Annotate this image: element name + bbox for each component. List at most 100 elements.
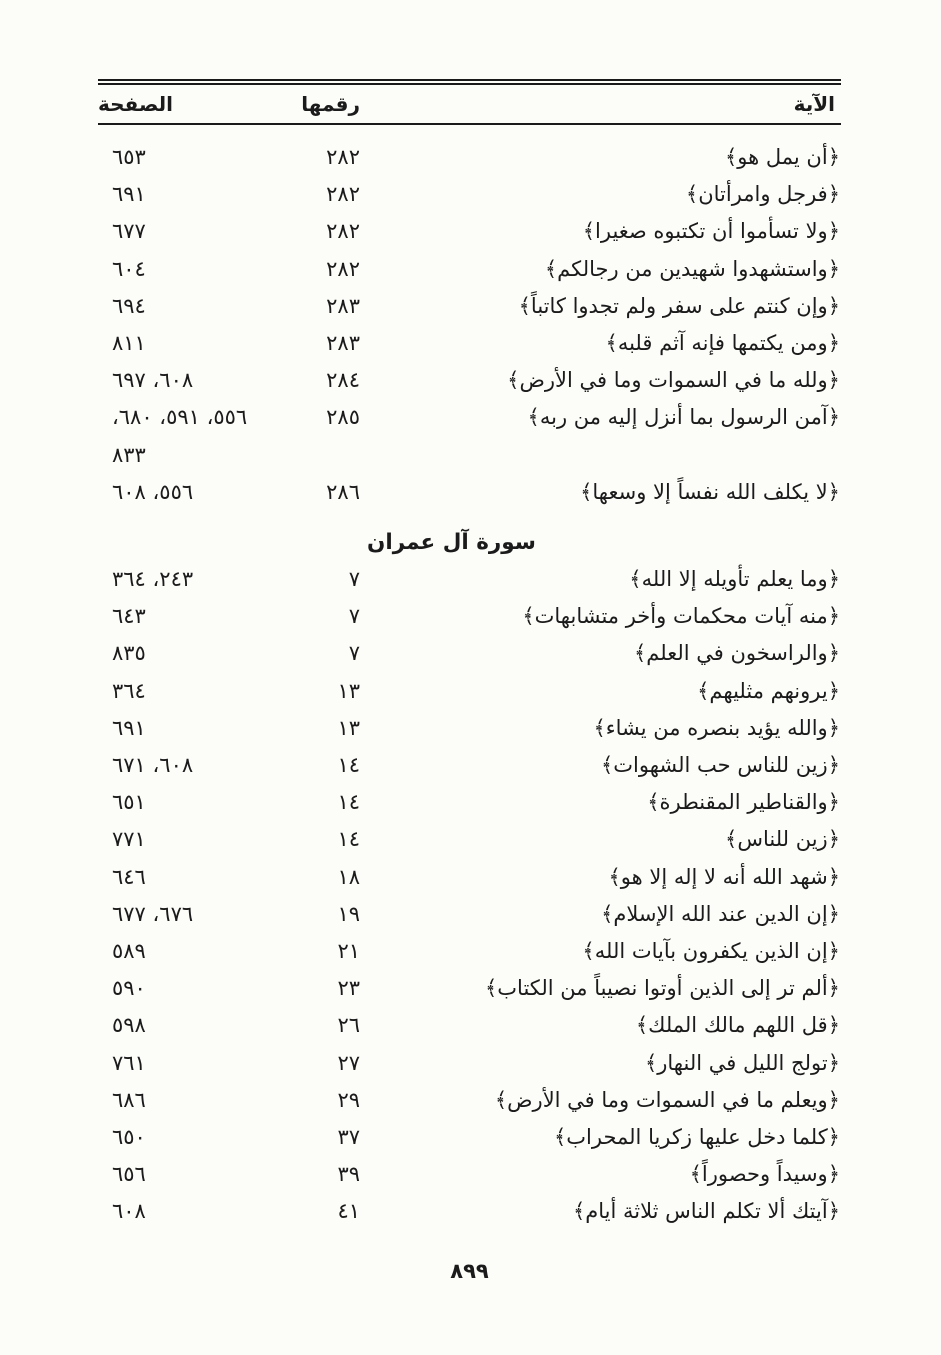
index-row: ٦٠٨، ٦٩٧ ٢٨٤ ﴿ولله ما في السموات وما في ال… <box>98 362 841 399</box>
page-numbers: ٦٠٨، ٦٧١ <box>112 753 194 778</box>
page-numbers: ٦٧٧ <box>112 219 146 244</box>
verse-number: ١٨ <box>337 864 360 889</box>
column-header-page: الصفحة <box>98 92 174 116</box>
index-row: ٦٤٦ ١٨ ﴿شهد الله أنه لا إله إلا هو﴾ <box>98 859 841 896</box>
page-numbers: ٦٠٤ <box>112 256 146 281</box>
index-row: ٦٩١ ١٣ ﴿والله يؤيد بنصره من يشاء﴾ <box>98 710 841 747</box>
page-numbers: ٥٥٦، ٥٩١، ٦٨٠، ٨٣٣ <box>112 405 248 467</box>
verse-number: ٢٨٢ <box>326 219 360 244</box>
page-numbers: ٦٥١ <box>112 790 146 815</box>
page-numbers: ٥٩٠ <box>112 976 146 1001</box>
index-row: ٦٥٣ ٢٨٢ ﴿أن يمل هو﴾ <box>98 139 841 176</box>
verse-number: ٢٨٦ <box>326 479 360 504</box>
index-row: ٦٥٠ ٣٧ ﴿كلما دخل عليها زكريا المحراب﴾ <box>98 1119 841 1156</box>
column-header-verse: الآية <box>793 92 835 116</box>
verse-text: ﴿واستشهدوا شهيدين من رجالكم﴾ <box>544 256 840 281</box>
verse-number: ٢٨٥ <box>326 405 360 430</box>
page-numbers: ٨٣٥ <box>112 641 146 666</box>
verse-text: ﴿ويعلم ما في السموات وما في الأرض﴾ <box>494 1087 840 1112</box>
verse-number: ١٣ <box>337 715 360 740</box>
index-row: ٦٤٣ ٧ ﴿منه آيات محكمات وأخر متشابهات﴾ <box>98 598 841 635</box>
page-numbers: ٦٥٣ <box>112 145 146 169</box>
page-numbers: ٨١١ <box>112 331 146 356</box>
column-header-number: رقمها <box>301 92 360 116</box>
verse-number: ٢٨٢ <box>326 182 360 207</box>
verse-number: ٢٩ <box>337 1087 360 1112</box>
index-row: ٨٣٥ ٧ ﴿والراسخون في العلم﴾ <box>98 635 841 672</box>
verse-text: ﴿وما يعلم تأويله إلا الله﴾ <box>629 567 840 592</box>
page-numbers: ٥٩٨ <box>112 1013 146 1038</box>
verse-text: ﴿فرجل وامرأتان﴾ <box>685 182 840 207</box>
verse-text: ﴿منه آيات محكمات وأخر متشابهات﴾ <box>522 604 840 629</box>
index-row: ٦٥٦ ٣٩ ﴿وسيداً وحصوراً﴾ <box>98 1156 841 1193</box>
verse-text: ﴿قل اللهم مالك الملك﴾ <box>635 1013 840 1038</box>
verse-text: ﴿والله يؤيد بنصره من يشاء﴾ <box>593 715 840 740</box>
verse-number: ٧ <box>348 641 360 666</box>
verse-text: ﴿وإن كنتم على سفر ولم تجدوا كاتباً﴾ <box>518 293 840 318</box>
verse-text: ﴿والراسخون في العلم﴾ <box>633 641 840 666</box>
index-row: ٣٦٤ ١٣ ﴿يرونهم مثليهم﴾ <box>98 673 841 710</box>
verse-number: ٢٨٢ <box>326 145 360 169</box>
index-row: ٦٠٨، ٦٧١ ١٤ ﴿زين للناس حب الشهوات﴾ <box>98 747 841 784</box>
verse-text: ﴿شهد الله أنه لا إله إلا هو﴾ <box>608 864 840 889</box>
index-row: ٦٧٦، ٦٧٧ ١٩ ﴿إن الدين عند الله الإسلام﴾ <box>98 896 841 933</box>
verse-text: ﴿وسيداً وحصوراً﴾ <box>689 1162 840 1187</box>
index-row: ٥٨٩ ٢١ ﴿إن الذين يكفرون بآيات الله﴾ <box>98 933 841 970</box>
verse-text: ﴿ولا تسأموا أن تكتبوه صغيرا﴾ <box>582 219 840 244</box>
verse-number: ١٩ <box>337 901 360 926</box>
verse-number: ٢٣ <box>337 976 360 1001</box>
verse-text: ﴿أن يمل هو﴾ <box>724 145 840 169</box>
page-numbers: ٦٩٤ <box>112 293 146 318</box>
index-table-header: الصفحة رقمها الآية <box>98 79 841 125</box>
index-table-header-row: الصفحة رقمها الآية <box>98 85 841 123</box>
verse-number: ٢٨٤ <box>326 368 360 393</box>
verse-text: ﴿آيتك ألا تكلم الناس ثلاثة أيام﴾ <box>572 1199 840 1224</box>
index-row: ٥٩٨ ٢٦ ﴿قل اللهم مالك الملك﴾ <box>98 1007 841 1044</box>
verse-number: ١٤ <box>337 753 360 778</box>
verse-number: ٢٧ <box>337 1050 360 1075</box>
verse-number: ٢١ <box>337 939 360 964</box>
page-numbers: ٧٦١ <box>112 1050 146 1075</box>
page-numbers: ٦٥٦ <box>112 1162 146 1187</box>
page-numbers: ٣٦٤ <box>112 678 146 703</box>
surah-heading: سورة آل عمران <box>367 530 536 556</box>
index-row: ٦٠٨ ٤١ ﴿آيتك ألا تكلم الناس ثلاثة أيام﴾ <box>98 1193 841 1230</box>
index-row: ٨١١ ٢٨٣ ﴿ومن يكتمها فإنه آثم قلبه﴾ <box>98 325 841 362</box>
index-row: ٦٨٦ ٢٩ ﴿ويعلم ما في السموات وما في الأرض﴾ <box>98 1082 841 1119</box>
verse-number: ٣٧ <box>337 1125 360 1150</box>
index-row: ٥٩٠ ٢٣ ﴿ألم تر إلى الذين أوتوا نصيباً من ا… <box>98 970 841 1007</box>
verse-text: ﴿ألم تر إلى الذين أوتوا نصيباً من الكتاب… <box>484 976 840 1001</box>
page-number: ٨٩٩ <box>450 1258 489 1283</box>
page-numbers: ٦٠٨ <box>112 1199 146 1224</box>
page-numbers: ٦٠٨، ٦٩٧ <box>112 368 194 393</box>
index-row: ٧٦١ ٢٧ ﴿تولج الليل في النهار﴾ <box>98 1045 841 1082</box>
verse-text: ﴿لا يكلف الله نفساً إلا وسعها﴾ <box>580 479 840 504</box>
verse-number: ٢٨٣ <box>326 293 360 318</box>
index-row: ٦٥١ ١٤ ﴿والقناطير المقنطرة﴾ <box>98 784 841 821</box>
verse-number: ٢٨٢ <box>326 256 360 281</box>
index-row: ٥٥٦، ٥٩١، ٦٨٠، ٨٣٣ ٢٨٥ ﴿آمن الرسول بما أنز… <box>98 399 841 473</box>
verse-number: ٢٨٣ <box>326 331 360 356</box>
page-numbers: ٦٨٦ <box>112 1087 146 1112</box>
verse-text: ﴿إن الذين يكفرون بآيات الله﴾ <box>582 939 840 964</box>
verse-text: ﴿يرونهم مثليهم﴾ <box>697 678 840 703</box>
index-row: ٦٩٤ ٢٨٣ ﴿وإن كنتم على سفر ولم تجدوا كاتباً… <box>98 288 841 325</box>
verse-text: ﴿والقناطير المقنطرة﴾ <box>647 790 840 815</box>
page-numbers: ٦٩١ <box>112 182 146 207</box>
index-row: ٦٠٤ ٢٨٢ ﴿واستشهدوا شهيدين من رجالكم﴾ <box>98 251 841 288</box>
page-numbers: ٦٧٦، ٦٧٧ <box>112 901 194 926</box>
verse-index: الصفحة رقمها الآية ٦٥٣ ٢٨٢ ﴿أن يمل هو﴾ ٦٩١ ٢… <box>98 79 841 1290</box>
verse-number: ٧ <box>348 604 360 629</box>
page-numbers: ٦٤٣ <box>112 604 146 629</box>
verse-number: ٣٩ <box>337 1162 360 1187</box>
verse-text: ﴿زين للناس حب الشهوات﴾ <box>600 753 840 778</box>
index-row: ٦٧٧ ٢٨٢ ﴿ولا تسأموا أن تكتبوه صغيرا﴾ <box>98 213 841 250</box>
index-row: ٥٥٦، ٦٠٨ ٢٨٦ ﴿لا يكلف الله نفساً إلا وسعها… <box>98 474 841 511</box>
verse-text: ﴿آمن الرسول بما أنزل إليه من ربه﴾ <box>527 405 840 430</box>
index-row: ٢٤٣، ٣٦٤ ٧ ﴿وما يعلم تأويله إلا الله﴾ <box>98 561 841 598</box>
index-row: ٦٩١ ٢٨٢ ﴿فرجل وامرأتان﴾ <box>98 176 841 213</box>
index-row: ٧٧١ ١٤ ﴿زين للناس﴾ <box>98 821 841 858</box>
verse-text: ﴿إن الدين عند الله الإسلام﴾ <box>601 901 840 926</box>
verse-text: ﴿ومن يكتمها فإنه آثم قلبه﴾ <box>605 331 840 356</box>
